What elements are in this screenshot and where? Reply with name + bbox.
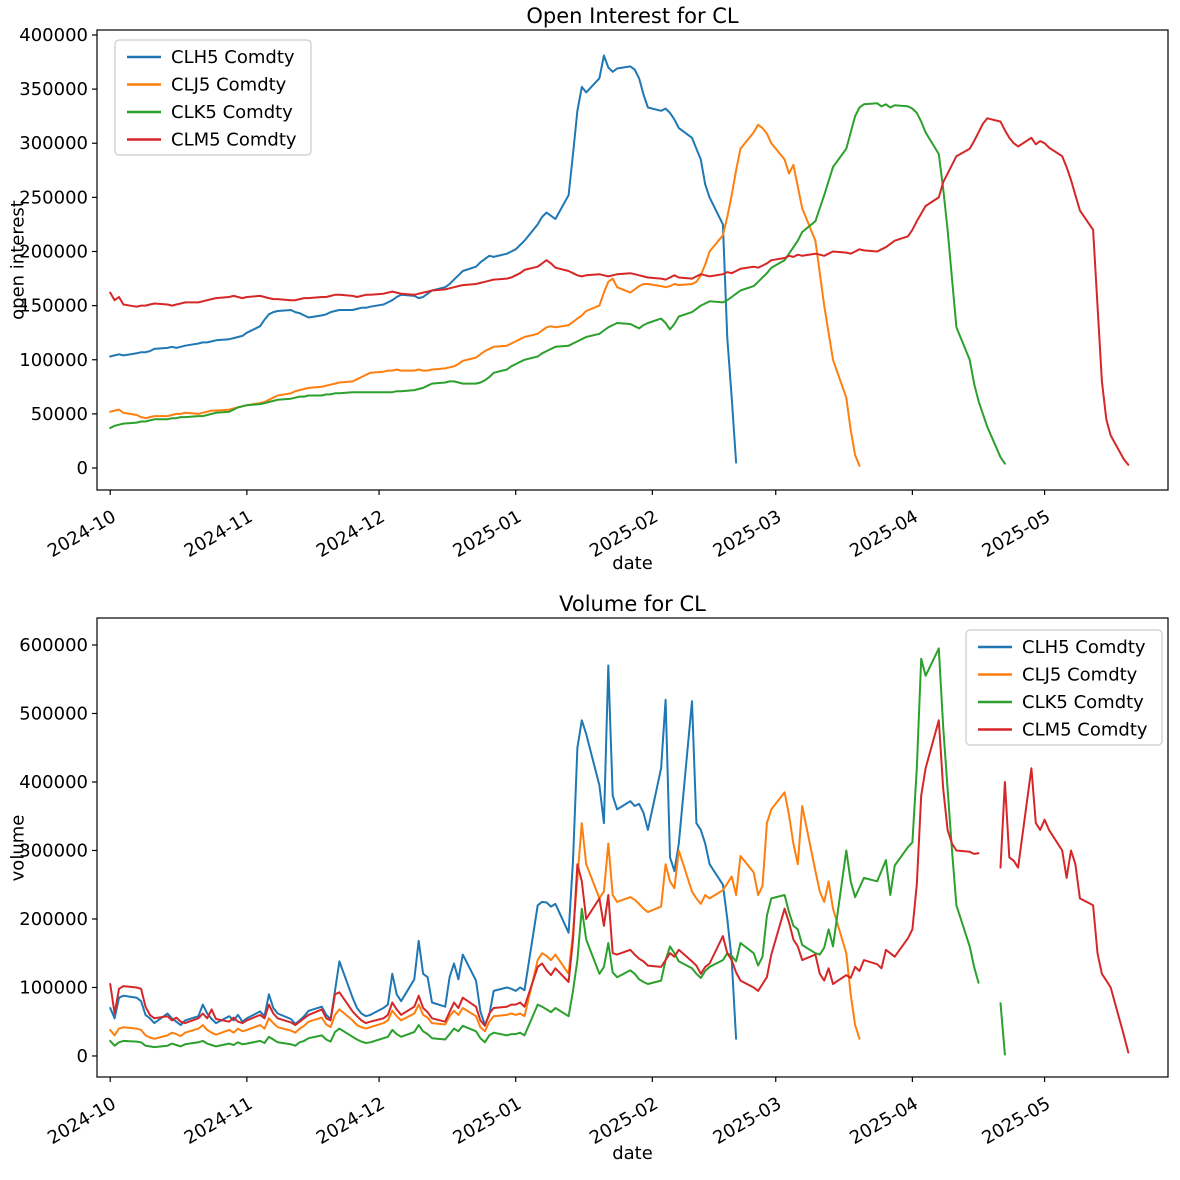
axes-spines [96,617,1169,1078]
y-tick-label: 200000 [19,909,88,930]
x-tick-label: 2024-12 [313,1093,389,1149]
volume-title: Volume for CL [559,592,706,616]
legend: CLH5 Comdty CLJ5 Comdty CLK5 Comdty CLM5 Co… [114,39,312,156]
y-tick-label: 300000 [19,840,88,861]
series-line-CLK5-Comdty [109,102,1006,465]
open-interest-title: Open Interest for CL [526,4,739,28]
y-tick-label: 50000 [31,404,88,425]
legend-entry-label: CLH5 Comdty [171,47,295,68]
y-tick-label: 300000 [19,133,88,154]
y-tick-label: 400000 [19,772,88,793]
x-tick-label: 2024-11 [181,1093,257,1149]
legend-entry-label: CLH5 Comdty [1022,637,1146,658]
series-line-CLH5-Comdty [109,54,738,464]
y-tick-label: 500000 [19,703,88,724]
open-interest-plot-area: 0 50000 100000 150000 200000 250000 300000 3500… [19,25,1169,562]
y-tick-label: 250000 [19,187,88,208]
legend-entry-label: CLJ5 Comdty [1022,665,1138,686]
x-tick-label: 2025-02 [586,1093,662,1149]
open-interest-y-axis-label: open interest [7,200,29,320]
legend-entry-label: CLM5 Comdty [171,130,297,151]
x-tick-label: 2024-10 [44,1093,120,1149]
y-tick-label: 600000 [19,635,88,656]
x-tick-label: 2025-04 [846,1093,922,1149]
y-tick-label: 100000 [19,350,88,371]
axes-spines [96,29,1169,491]
y-tick-label: 100000 [19,977,88,998]
legend-entry-label: CLM5 Comdty [1022,720,1148,741]
legend-box [965,629,1163,746]
volume-plot-area: 0 100000 200000 300000 400000 500000 600000 202… [19,617,1169,1149]
volume-y-axis-label: volume [7,814,29,882]
open-interest-x-axis-label: date [612,553,653,574]
series-line-CLJ5-Comdty [109,791,861,1040]
y-tick-label: 200000 [19,242,88,263]
x-tick-label: 2025-01 [450,1093,526,1149]
series-line-CLH5-Comdty [109,664,738,1040]
y-tick-label: 350000 [19,79,88,100]
x-tick-label: 2025-05 [978,1093,1054,1149]
series-line-CLM5-Comdty [109,719,1130,1054]
y-tick-label: 0 [77,458,88,479]
series-line-CLM5-Comdty [109,117,1130,466]
volume-x-axis-label: date [612,1143,653,1164]
legend-entry-label: CLK5 Comdty [171,102,293,123]
y-tick-label: 150000 [19,296,88,317]
legend-box [114,39,312,156]
legend-entry-label: CLK5 Comdty [1022,692,1144,713]
legend-entry-label: CLJ5 Comdty [171,75,287,96]
y-tick-label: 0 [77,1046,88,1067]
series-line-CLK5-Comdty [109,647,1006,1056]
series-line-CLJ5-Comdty [109,123,861,467]
y-tick-label: 400000 [19,25,88,46]
x-tick-label: 2025-03 [710,1093,786,1149]
legend: CLH5 Comdty CLJ5 Comdty CLK5 Comdty CLM5 Co… [965,629,1163,746]
